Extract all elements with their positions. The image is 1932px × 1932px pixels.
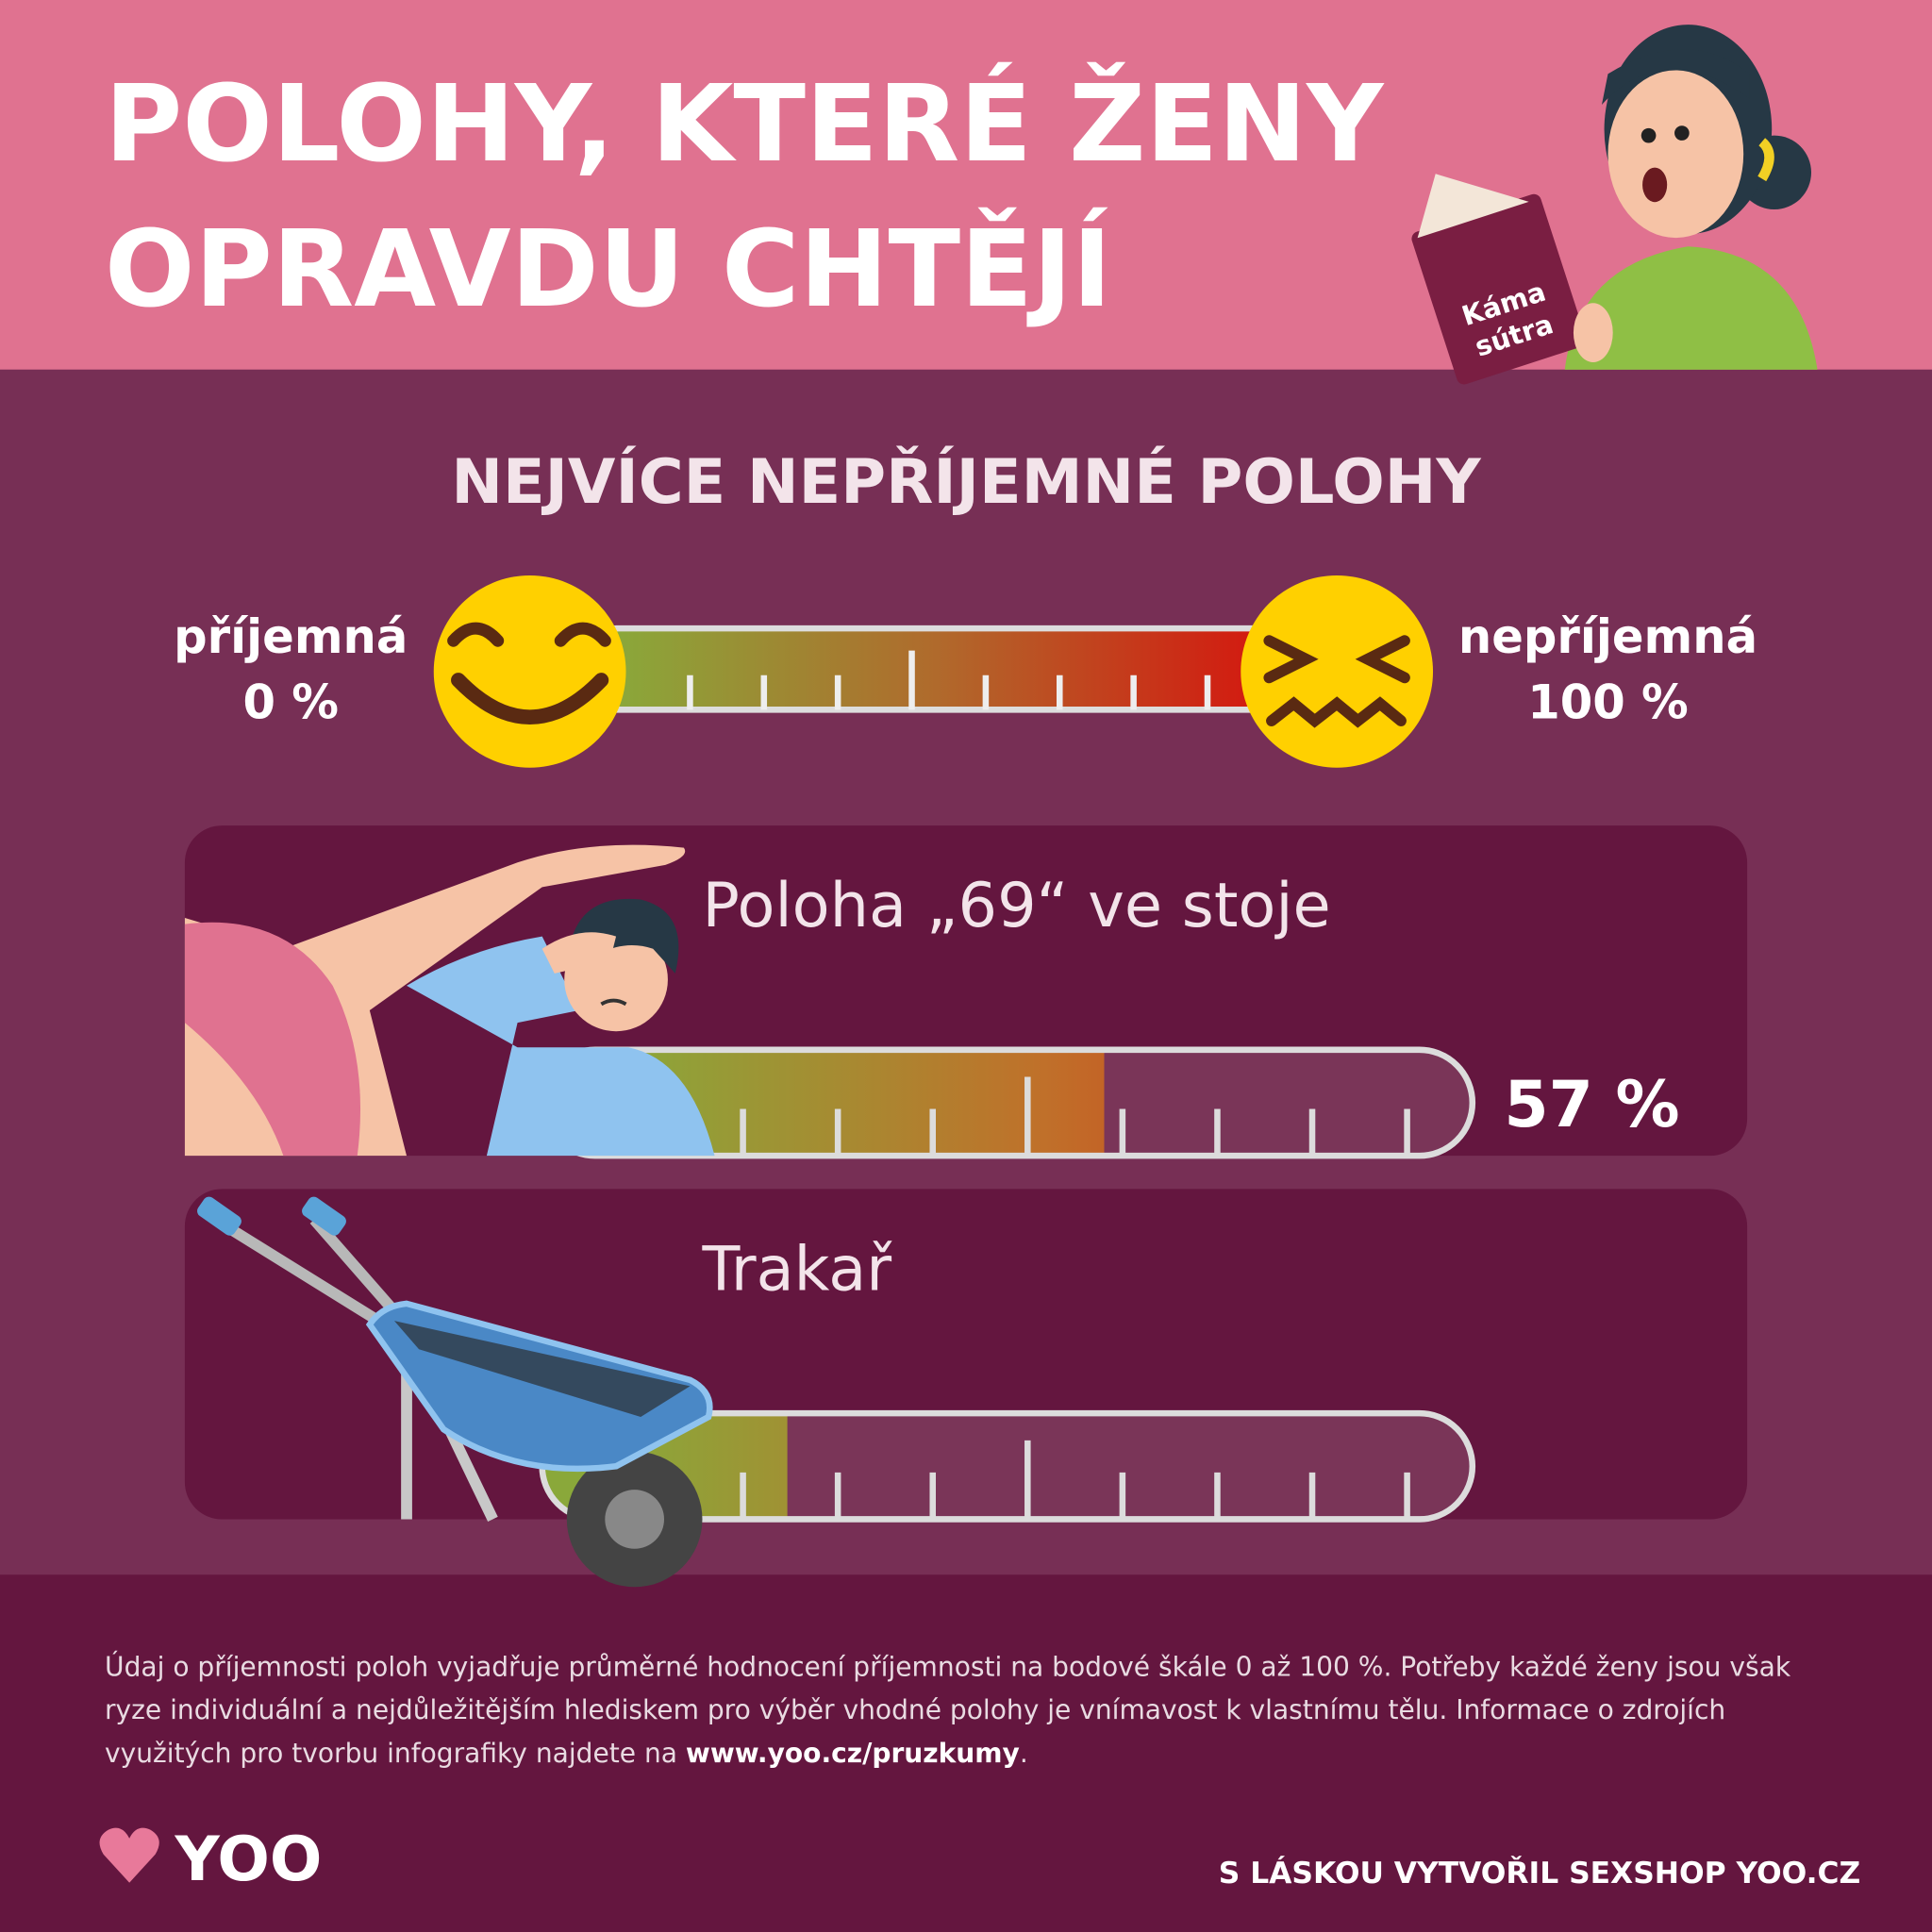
legend-value: 0 %	[242, 675, 339, 729]
chart-title: NEJVÍCE NEPŘÍJEMNÉ POLOHY	[451, 444, 1481, 518]
wheelbarrow-illustration	[197, 1196, 713, 1588]
footer-bg	[0, 1574, 1932, 1932]
footnote-link: www.yoo.cz/pruzkumy	[686, 1738, 1020, 1769]
footnote: využitých pro tvorbu infografiky najdete…	[105, 1738, 1028, 1769]
logo-heart	[99, 1827, 159, 1883]
scale-legend: příjemná 0 % nepříjemná 100 %	[174, 575, 1757, 768]
title: POLOHY, KTERÉ ŽENY	[105, 61, 1385, 186]
category-label: Trakař	[701, 1234, 892, 1306]
title: OPRAVDU CHTĚJÍ	[105, 207, 1111, 331]
legend-label: příjemná	[174, 609, 408, 664]
value-label: 57 %	[1504, 1068, 1679, 1142]
legend-label: nepříjemná	[1458, 609, 1757, 664]
footnote: ryze individuální a nejdůležitějším hled…	[105, 1694, 1725, 1725]
credit: S LÁSKOU VYTVOŘIL SEXSHOP YOO.CZ	[1219, 1855, 1861, 1890]
logo: YOO	[174, 1824, 322, 1895]
footnote: Údaj o příjemnosti poloh vyjadřuje průmě…	[105, 1650, 1791, 1682]
footnote-text: .	[1020, 1738, 1028, 1769]
couple-illustration	[184, 844, 715, 1157]
footnote-text: využitých pro tvorbu infografiky najdete…	[105, 1738, 686, 1769]
woman-illustration: Káma sútra	[1411, 25, 1818, 385]
category-label: Poloha „69“ ve stoje	[702, 870, 1330, 941]
legend-value: 100 %	[1527, 675, 1689, 729]
